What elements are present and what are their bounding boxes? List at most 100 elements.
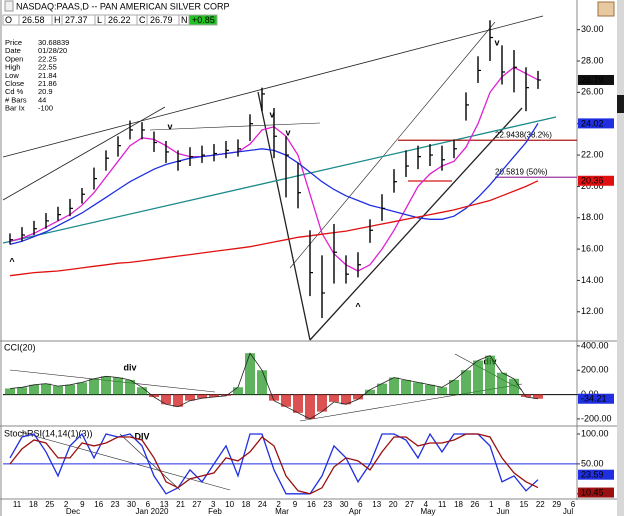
info-label: Bar Ix (5, 104, 25, 113)
cci-bar (305, 394, 315, 419)
x-tick-label: 6 (571, 500, 576, 509)
x-tick-label: 20 (389, 500, 398, 509)
toolbar-icon[interactable] (597, 1, 615, 17)
info-label: High (5, 63, 20, 72)
readout-label: H (54, 15, 61, 25)
y-tick-label: 100.00 (581, 428, 609, 438)
month-label: Apr (349, 507, 362, 516)
x-tick-label: 30 (340, 500, 349, 509)
info-label: Cd % (5, 87, 24, 96)
y-tick-label: 26.00 (581, 87, 604, 97)
y-tick-label: 50.00 (581, 458, 604, 468)
annotation: ^ (355, 301, 361, 311)
cci-bar (521, 394, 531, 398)
readout-value: 26.79 (150, 15, 173, 25)
info-value: 44 (38, 95, 46, 104)
cci-bar (365, 389, 375, 395)
trendline (119, 433, 181, 491)
month-label: Jan 2020 (136, 507, 169, 516)
cci-line (9, 352, 539, 420)
menu-icon[interactable] (4, 0, 14, 12)
x-tick-label: 23 (323, 500, 332, 509)
annotation: v (269, 109, 274, 119)
cci-bar (125, 379, 135, 395)
info-value: 22.25 (38, 54, 57, 63)
info-value: 30.68839 (38, 38, 69, 47)
x-tick-label: 24 (258, 500, 267, 509)
info-value: -100 (38, 104, 53, 113)
y-tick-label: 18.00 (581, 212, 604, 222)
cci-bar (389, 377, 399, 395)
month-label: Jul (563, 507, 573, 516)
cci-bar (485, 355, 495, 395)
trendline (2, 15, 544, 158)
x-tick-label: 25 (45, 500, 54, 509)
annotation: ^ (9, 256, 15, 266)
value-box-label: 24.02 (581, 118, 604, 128)
x-tick-label: 1 (489, 500, 494, 509)
cci-bar (497, 372, 507, 395)
readout-label: L (97, 15, 102, 25)
cci-bar (113, 377, 123, 395)
month-label: May (420, 507, 435, 516)
cci-bar (425, 384, 435, 395)
x-tick-label: 30 (127, 500, 136, 509)
month-label: Dec (66, 507, 80, 516)
cci-bar (257, 370, 267, 395)
x-tick-label: 26 (470, 500, 479, 509)
cci-bar (377, 383, 387, 395)
trendline (257, 91, 311, 341)
value-box-label: 10.45 (581, 487, 604, 497)
trendline (2, 116, 557, 244)
annotation: div (123, 362, 136, 372)
info-value: 21.84 (38, 71, 57, 80)
cci-bar (209, 394, 219, 398)
scroll-mark (617, 95, 624, 113)
cci-bar (197, 394, 207, 399)
cci-bar (293, 394, 303, 413)
y-tick-label: 14.00 (581, 275, 604, 285)
cci-bar (413, 382, 423, 395)
cci-bar (473, 360, 483, 395)
value-box-label: -34.21 (581, 394, 607, 404)
cci-bar (233, 387, 243, 395)
cci-bar (269, 394, 279, 401)
value-box (578, 74, 614, 85)
annotation: v (494, 37, 499, 47)
x-tick-label: 2 (276, 500, 281, 509)
cci-bar (533, 394, 543, 399)
info-label: Open (5, 54, 23, 63)
trendline (149, 122, 321, 131)
readout-value: +0.85 (192, 15, 215, 25)
x-tick-label: 6 (358, 500, 363, 509)
cci-bar (221, 394, 231, 396)
x-tick-label: 18 (454, 500, 463, 509)
x-tick-label: 6 (146, 500, 151, 509)
x-tick-label: 13 (372, 500, 381, 509)
value-box (578, 469, 614, 480)
readout-value: 26.22 (108, 15, 131, 25)
annotation: v (167, 121, 172, 131)
cci-bar (137, 387, 147, 395)
y-tick-label: 30.00 (581, 24, 604, 34)
info-label: Low (5, 71, 19, 80)
y-tick-label: 200.00 (581, 365, 609, 375)
readout-label: N (181, 15, 188, 25)
value-box (578, 393, 614, 404)
y-tick-label: 400.00 (581, 340, 609, 350)
panel-title: CCI(20) (4, 342, 36, 352)
info-label: Close (5, 79, 24, 88)
stoch-line (9, 433, 539, 495)
value-box-label: 26.79 (581, 75, 604, 85)
panel-title: StochRSI(14,14(1)(3)) (4, 428, 93, 438)
cci-bar (173, 394, 183, 407)
x-tick-label: 21 (176, 500, 185, 509)
cci-bar (161, 394, 171, 405)
cci-bar (329, 394, 339, 402)
value-box-label: 23.59 (581, 470, 604, 480)
x-tick-label: 9 (293, 500, 298, 509)
info-label: Date (5, 46, 21, 55)
x-tick-label: 9 (80, 500, 85, 509)
cci-bar (281, 394, 291, 407)
cci-bar (461, 370, 471, 395)
